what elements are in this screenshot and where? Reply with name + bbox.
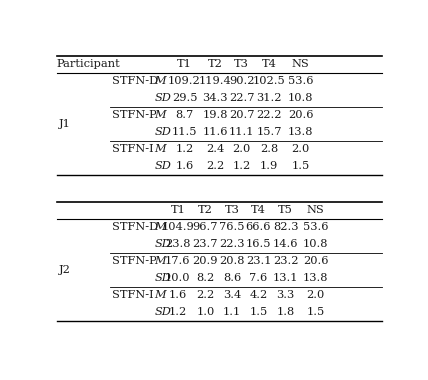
Text: STFN-P: STFN-P: [112, 256, 156, 266]
Text: M: M: [155, 144, 166, 154]
Text: 23.7: 23.7: [193, 239, 218, 249]
Text: 17.6: 17.6: [165, 256, 190, 266]
Text: SD: SD: [155, 239, 172, 249]
Text: 1.6: 1.6: [175, 161, 193, 171]
Text: 8.2: 8.2: [196, 273, 214, 283]
Text: M: M: [155, 222, 166, 232]
Text: 109.2: 109.2: [168, 76, 201, 86]
Text: STFN-I: STFN-I: [112, 144, 153, 154]
Text: 20.8: 20.8: [219, 256, 245, 266]
Text: 22.3: 22.3: [219, 239, 245, 249]
Text: STFN-P: STFN-P: [112, 110, 156, 120]
Text: 53.6: 53.6: [303, 222, 328, 232]
Text: 1.0: 1.0: [196, 307, 214, 317]
Text: T1: T1: [177, 59, 192, 69]
Text: 2.0: 2.0: [306, 290, 325, 300]
Text: 11.5: 11.5: [172, 127, 197, 137]
Text: T3: T3: [234, 59, 249, 69]
Text: 2.4: 2.4: [206, 144, 224, 154]
Text: STFN-D: STFN-D: [112, 222, 158, 232]
Text: M: M: [155, 256, 166, 266]
Text: 1.8: 1.8: [276, 307, 295, 317]
Text: 15.7: 15.7: [256, 127, 282, 137]
Text: 3.3: 3.3: [276, 290, 295, 300]
Text: SD: SD: [155, 273, 172, 283]
Text: 20.6: 20.6: [303, 256, 328, 266]
Text: 2.0: 2.0: [291, 144, 310, 154]
Text: SD: SD: [155, 93, 172, 103]
Text: NS: NS: [292, 59, 309, 69]
Text: 8.7: 8.7: [175, 110, 193, 120]
Text: 104.9: 104.9: [161, 222, 194, 232]
Text: 2.8: 2.8: [260, 144, 278, 154]
Text: 1.2: 1.2: [175, 144, 193, 154]
Text: STFN-I: STFN-I: [112, 290, 153, 300]
Text: 16.5: 16.5: [246, 239, 271, 249]
Text: 2.2: 2.2: [206, 161, 224, 171]
Text: M: M: [155, 110, 166, 120]
Text: 1.5: 1.5: [250, 307, 268, 317]
Text: SD: SD: [155, 307, 172, 317]
Text: 53.6: 53.6: [288, 76, 313, 86]
Text: T2: T2: [198, 205, 213, 215]
Text: M: M: [155, 76, 166, 86]
Text: J1: J1: [59, 119, 70, 129]
Text: 90.2: 90.2: [229, 76, 254, 86]
Text: 96.7: 96.7: [193, 222, 218, 232]
Text: 1.6: 1.6: [169, 290, 187, 300]
Text: 119.4: 119.4: [199, 76, 232, 86]
Text: STFN-D: STFN-D: [112, 76, 158, 86]
Text: 23.1: 23.1: [246, 256, 271, 266]
Text: 2.0: 2.0: [232, 144, 251, 154]
Text: 1.9: 1.9: [260, 161, 278, 171]
Text: T1: T1: [170, 205, 185, 215]
Text: 2.2: 2.2: [196, 290, 214, 300]
Text: 34.3: 34.3: [202, 93, 228, 103]
Text: 20.7: 20.7: [229, 110, 254, 120]
Text: 13.1: 13.1: [273, 273, 298, 283]
Text: 22.2: 22.2: [256, 110, 282, 120]
Text: M: M: [155, 290, 166, 300]
Text: 11.6: 11.6: [202, 127, 228, 137]
Text: 3.4: 3.4: [223, 290, 241, 300]
Text: 1.2: 1.2: [232, 161, 251, 171]
Text: 66.6: 66.6: [246, 222, 271, 232]
Text: NS: NS: [307, 205, 324, 215]
Text: 4.2: 4.2: [250, 290, 268, 300]
Text: 13.8: 13.8: [288, 127, 313, 137]
Text: 11.1: 11.1: [229, 127, 254, 137]
Text: 7.6: 7.6: [250, 273, 268, 283]
Text: T3: T3: [225, 205, 239, 215]
Text: 13.8: 13.8: [303, 273, 328, 283]
Text: T4: T4: [262, 59, 276, 69]
Text: 23.8: 23.8: [165, 239, 190, 249]
Text: 10.8: 10.8: [303, 239, 328, 249]
Text: Participant: Participant: [57, 59, 121, 69]
Text: 1.5: 1.5: [291, 161, 310, 171]
Text: SD: SD: [155, 127, 172, 137]
Text: 20.6: 20.6: [288, 110, 313, 120]
Text: T2: T2: [208, 59, 223, 69]
Text: 20.9: 20.9: [193, 256, 218, 266]
Text: 8.6: 8.6: [223, 273, 241, 283]
Text: 102.5: 102.5: [253, 76, 285, 86]
Text: 1.2: 1.2: [169, 307, 187, 317]
Text: 22.7: 22.7: [229, 93, 254, 103]
Text: 1.5: 1.5: [306, 307, 325, 317]
Text: 14.6: 14.6: [273, 239, 298, 249]
Text: 31.2: 31.2: [256, 93, 282, 103]
Text: 10.8: 10.8: [288, 93, 313, 103]
Text: 76.5: 76.5: [219, 222, 245, 232]
Text: SD: SD: [155, 161, 172, 171]
Text: 10.0: 10.0: [165, 273, 190, 283]
Text: T5: T5: [278, 205, 293, 215]
Text: 1.1: 1.1: [223, 307, 241, 317]
Text: 19.8: 19.8: [202, 110, 228, 120]
Text: 82.3: 82.3: [273, 222, 298, 232]
Text: J2: J2: [59, 265, 70, 275]
Text: 29.5: 29.5: [172, 93, 197, 103]
Text: 23.2: 23.2: [273, 256, 298, 266]
Text: T4: T4: [251, 205, 266, 215]
